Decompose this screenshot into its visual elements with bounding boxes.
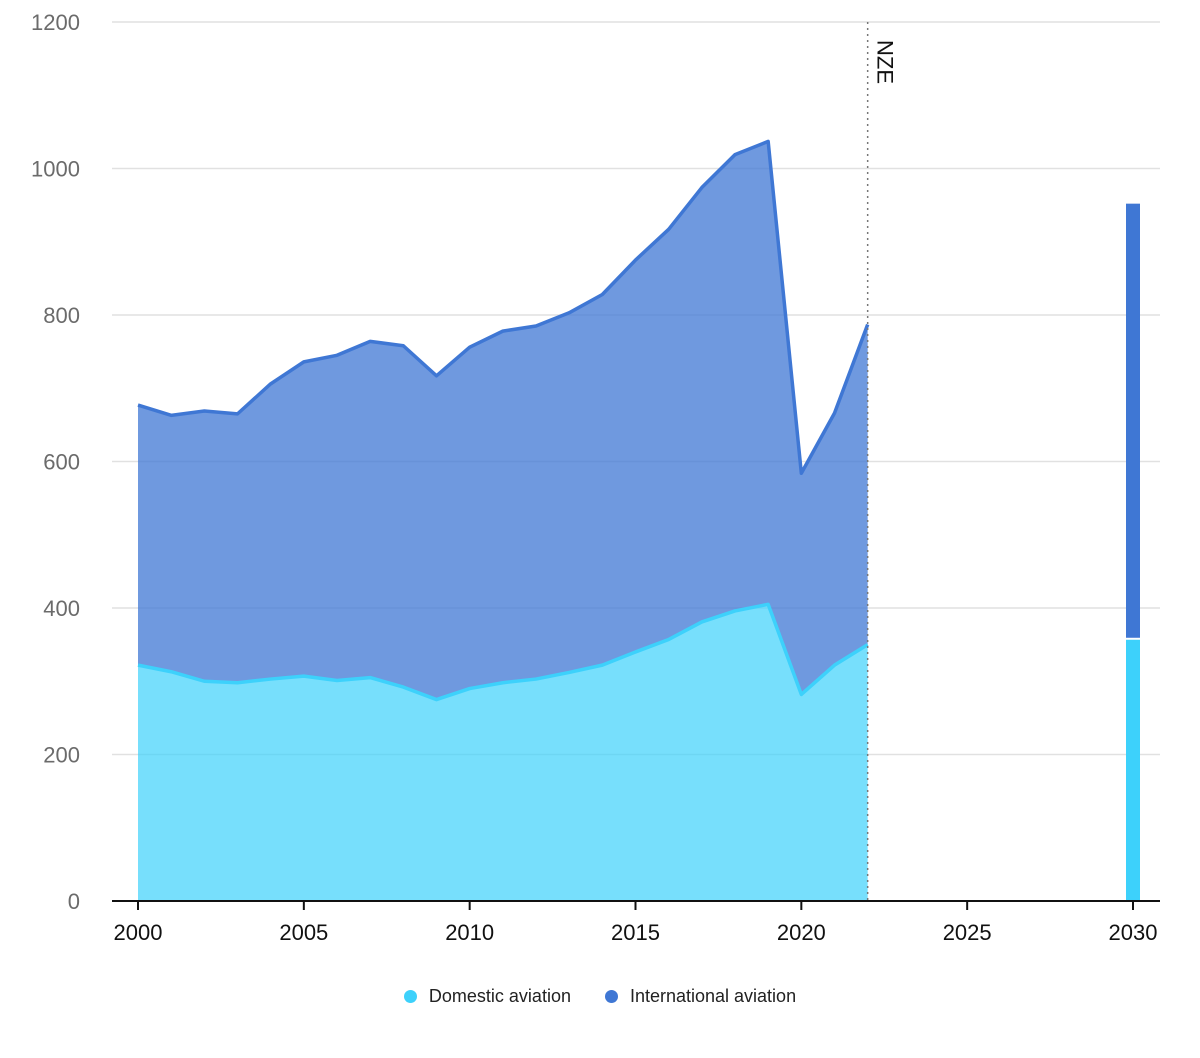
x-tick-label-2010: 2010 <box>445 920 494 945</box>
y-tick-label-200: 200 <box>43 743 80 768</box>
projection-bar-domestic <box>1126 638 1140 901</box>
nze-label: NZE <box>873 40 898 84</box>
line-domestic-aviation <box>137 602 869 702</box>
y-tick-label-0: 0 <box>68 889 80 914</box>
y-tick-label-1200: 1200 <box>31 10 80 35</box>
y-tick-label-800: 800 <box>43 303 80 328</box>
nze-reference-line: NZE <box>866 22 898 901</box>
legend-label-domestic: Domestic aviation <box>428 986 571 1006</box>
x-tick-label-2000: 2000 <box>114 920 163 945</box>
x-tick-label-2015: 2015 <box>611 920 660 945</box>
x-tick-label-2005: 2005 <box>279 920 328 945</box>
x-tick-label-2025: 2025 <box>943 920 992 945</box>
axes: 0 200 400 600 800 1000 1200 2000 2005 2010 2015 202… <box>31 10 1160 945</box>
projection-bar-international <box>1126 203 1140 639</box>
legend-dot-international <box>604 990 618 1003</box>
x-tick-label-2030: 2030 <box>1109 920 1158 945</box>
legend: Domestic aviation International aviation <box>0 986 1200 1007</box>
x-tick-label-2020: 2020 <box>777 920 826 945</box>
y-tick-label-400: 400 <box>43 596 80 621</box>
y-tick-label-600: 600 <box>43 450 80 475</box>
legend-item-domestic[interactable]: Domestic aviation <box>403 986 571 1007</box>
projection-bar <box>1126 203 1140 901</box>
legend-label-international: International aviation <box>629 986 797 1006</box>
legend-dot-domestic <box>403 990 417 1003</box>
area-international-aviation <box>138 141 868 700</box>
legend-item-international[interactable]: International aviation <box>604 986 797 1007</box>
stacked-areas <box>137 139 870 901</box>
y-tick-label-1000: 1000 <box>31 157 80 182</box>
line-international-aviation <box>137 139 870 475</box>
